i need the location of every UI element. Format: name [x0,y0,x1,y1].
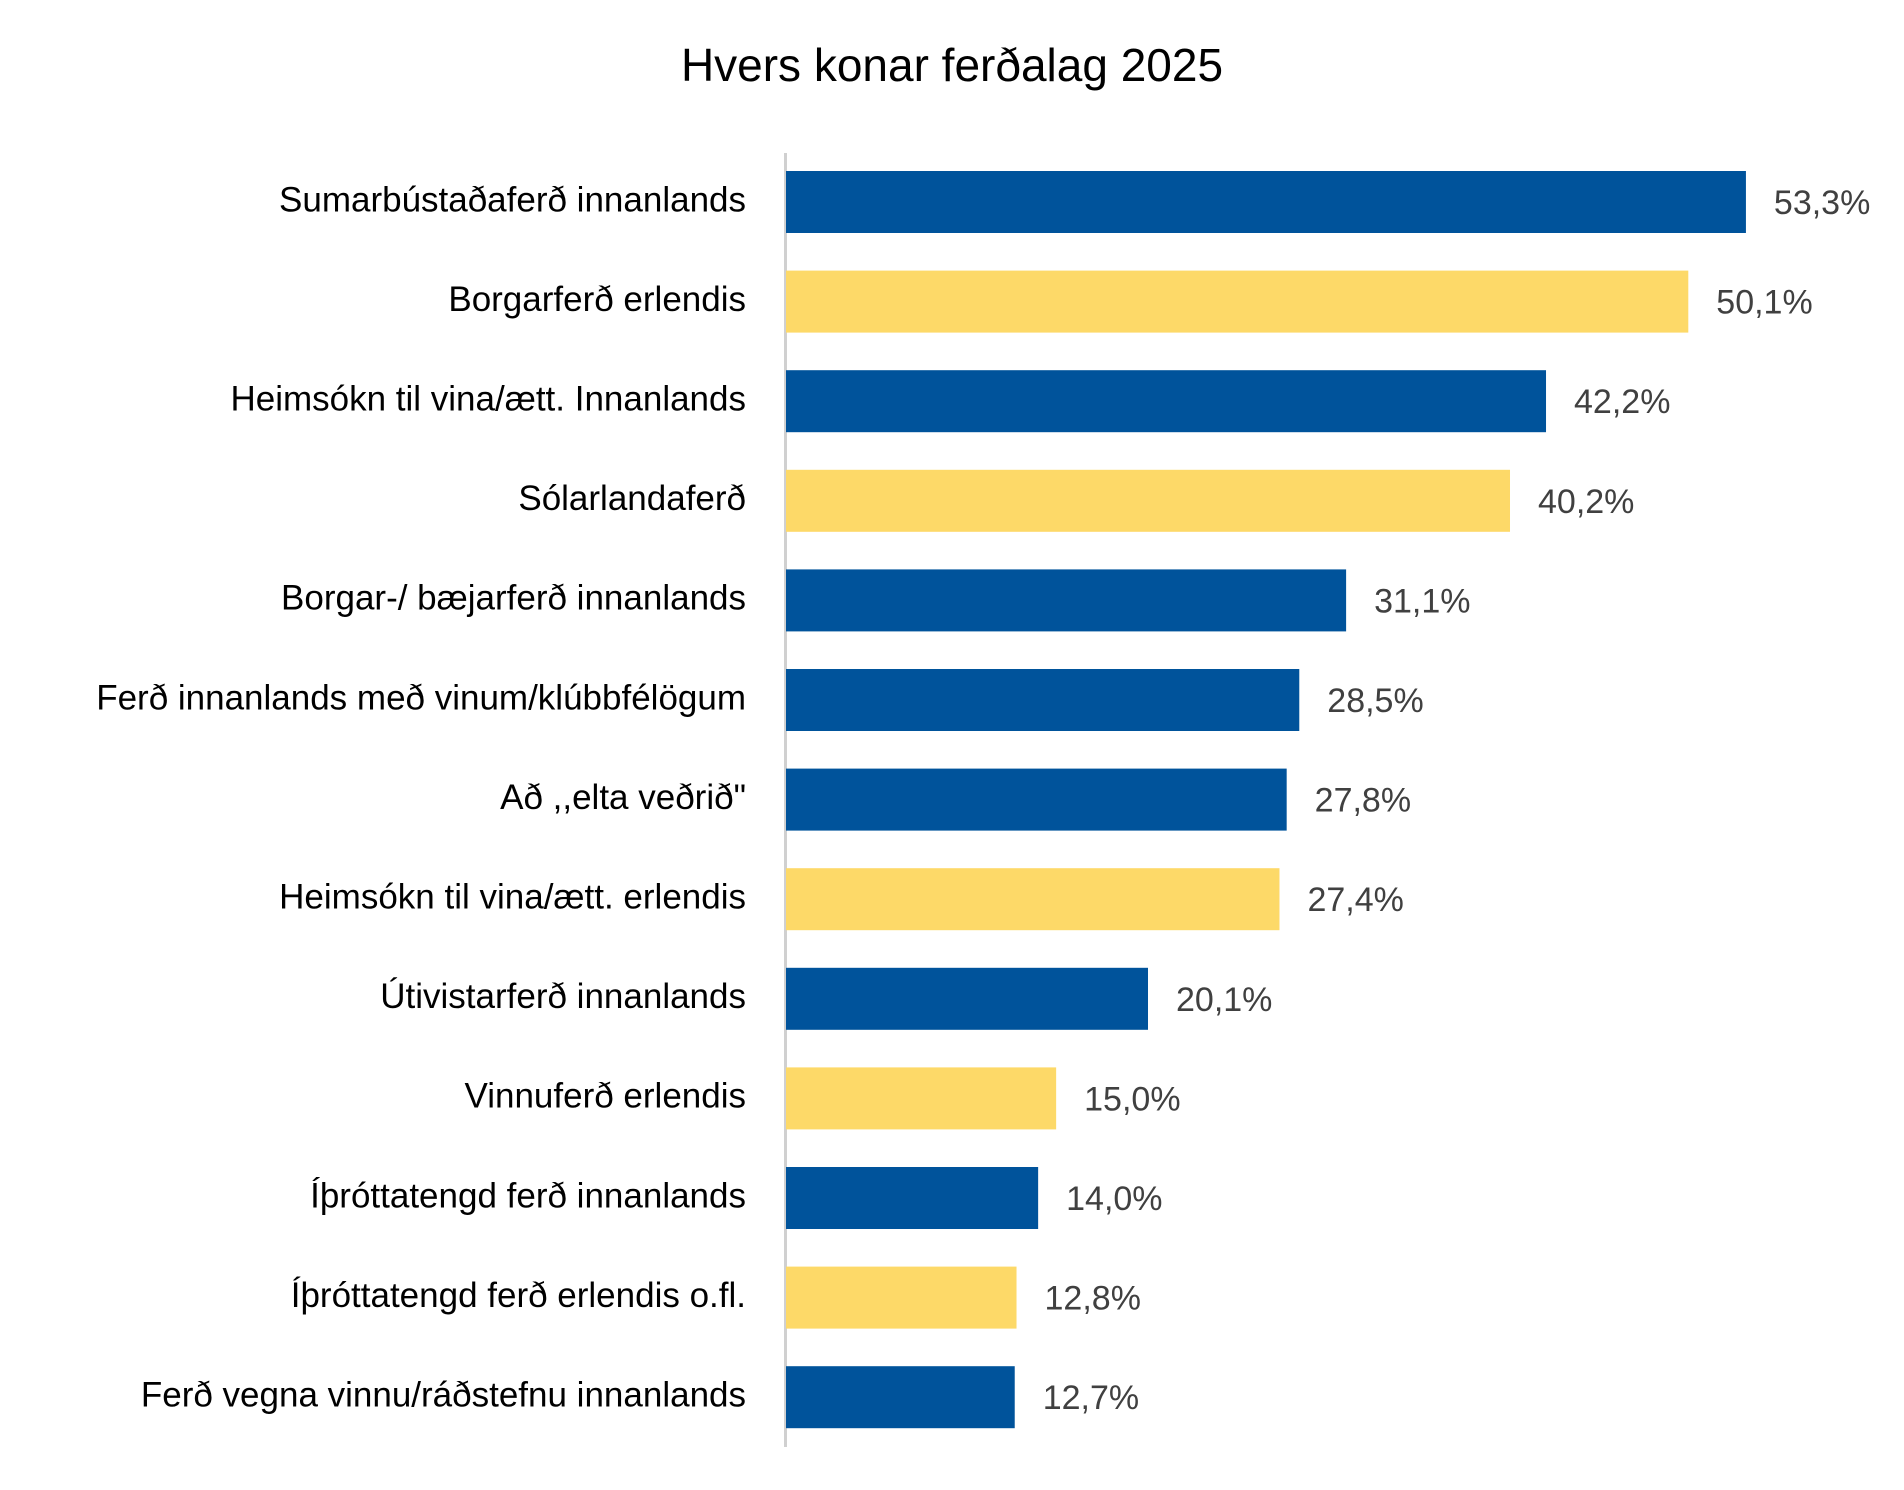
category-label: Heimsókn til vina/ætt. Innanlands [230,379,746,418]
category-label: Heimsókn til vina/ætt. erlendis [279,877,746,916]
data-label: 53,3% [1774,184,1870,222]
data-label: 42,2% [1574,383,1670,421]
category-label: Ferð vegna vinnu/ráðstefnu innanlands [141,1375,746,1414]
data-label: 15,0% [1084,1080,1180,1118]
bar [786,569,1347,632]
category-label: Borgarferð erlendis [448,280,746,319]
bar [786,967,1149,1030]
bar [786,370,1547,433]
category-label: Að ,,elta veðrið" [500,778,746,817]
data-label: 14,0% [1066,1180,1162,1218]
category-label: Íþróttatengd ferð erlendis o.fl. [291,1276,746,1315]
bar [786,868,1280,931]
bar [786,1366,1015,1429]
bar [786,270,1689,333]
bar [786,1067,1057,1130]
category-label: Íþróttatengd ferð innanlands [310,1176,746,1215]
category-label: Borgar-/ bæjarferð innanlands [281,579,746,618]
data-label: 50,1% [1716,284,1812,322]
data-label: 28,5% [1327,682,1423,720]
category-label: Sólarlandaferð [518,479,746,518]
chart-title: Hvers konar ferðalag 2025 [680,39,1224,91]
data-label: 12,7% [1043,1379,1139,1417]
bar [786,1167,1039,1229]
data-label: 27,4% [1307,881,1403,919]
data-label: 31,1% [1374,582,1470,620]
data-label: 27,8% [1315,782,1411,820]
category-label: Sumarbústaðaferð innanlands [279,180,746,219]
bar [786,1266,1017,1329]
data-label: 20,1% [1176,981,1272,1019]
category-label: Útivistarferð innanlands [380,977,746,1016]
data-label: 12,8% [1045,1280,1141,1318]
category-label: Vinnuferð erlendis [465,1077,747,1116]
bar [786,669,1300,731]
bar [786,171,1746,233]
category-label: Ferð innanlands með vinum/klúbbfélögum [96,678,746,717]
bar [786,768,1287,831]
bar [786,469,1511,532]
data-label: 40,2% [1538,483,1634,521]
